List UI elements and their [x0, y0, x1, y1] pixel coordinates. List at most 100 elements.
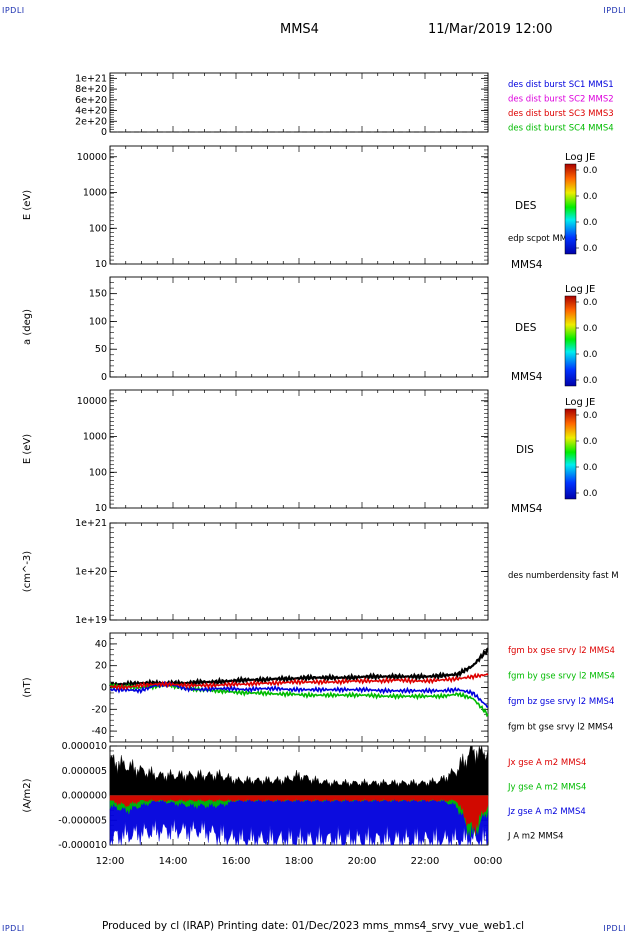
panel-density-ylabel: (cm^-3): [22, 551, 33, 592]
des-energy-colorbar-tick-label: 0.0: [583, 244, 598, 254]
panel-des-dist-burst-ytick-label: 4e+20: [75, 106, 107, 117]
panel-fgm-series-line: [109, 680, 489, 709]
panel-des-pitch-ytick-label: 0: [101, 372, 107, 383]
panel-des-energy-ytick-label: 100: [89, 223, 107, 234]
panel-des-pitch-ylabel: a (deg): [22, 309, 33, 345]
des-energy-colorbar-tick-label: 0.0: [583, 166, 598, 176]
panel-des-dist-burst-ytick-label: 8e+20: [75, 84, 107, 95]
des-pitch-colorbar-title: Log JE: [565, 284, 595, 295]
panel-current-xtick-label: 22:00: [411, 856, 440, 867]
panel-current-xtick-label: 16:00: [222, 856, 251, 867]
panel-des-energy-frame: [109, 145, 489, 265]
panel-des-dist-burst-legend-entry: des dist burst SC3 MMS3: [508, 109, 614, 119]
panel-des-energy-overlay-label: edp scpot MMS4: [508, 234, 578, 244]
panel-current-ytick-label: 0.000005: [62, 766, 107, 777]
panel-current-legend-entry: Jz gse A m2 MMS4: [507, 807, 586, 817]
panel-fgm-series-line: [110, 672, 489, 691]
panel-current-xtick-label: 00:00: [474, 856, 503, 867]
panel-fgm-legend-entry: fgm bz gse srvy l2 MMS4: [508, 697, 614, 707]
des-pitch-colorbar-tick-label: 0.0: [583, 298, 598, 308]
dis-energy-colorbar-tick-label: 0.0: [583, 463, 598, 473]
panel-fgm-ytick-label: 20: [95, 661, 107, 672]
panel-current-ytick-label: -0.000005: [58, 815, 107, 826]
panel-des-energy-bottom-label: MMS4: [511, 259, 543, 271]
panel-des-pitch-side-label: DES: [515, 322, 537, 334]
panel-current-ytick-label: 0.000010: [62, 741, 107, 752]
panel-density-ytick-label: 1e+20: [75, 567, 107, 578]
panel-dis-energy-ylabel: E (eV): [22, 434, 33, 464]
panel-fgm-ylabel: (nT): [22, 677, 33, 697]
des-energy-colorbar-title: Log JE: [565, 152, 595, 163]
panel-current-legend-entry: J A m2 MMS4: [507, 832, 564, 842]
panel-des-dist-burst-legend-entry: des dist burst SC2 MMS2: [508, 95, 614, 105]
panel-fgm-ytick-label: -40: [91, 726, 107, 737]
dis-energy-colorbar-title: Log JE: [565, 397, 595, 408]
corner-label-top-right: IPDLI: [603, 6, 626, 15]
panel-fgm-legend-entry: fgm bt gse srvy l2 MMS4: [508, 723, 613, 733]
panel-des-pitch-frame: [109, 276, 489, 378]
panel-current-legend-entry: Jx gse A m2 MMS4: [507, 758, 586, 768]
panel-current-series-area: [109, 745, 489, 796]
panel-current-ytick-label: 0.000000: [62, 791, 107, 802]
panel-des-energy-ytick-label: 1000: [83, 188, 107, 199]
panel-des-dist-burst-ytick-label: 0: [101, 127, 107, 138]
panel-dis-energy-ytick-label: 10: [95, 503, 107, 514]
panel-fgm-series-line: [109, 682, 489, 718]
des-pitch-colorbar-tick-label: 0.0: [583, 376, 598, 386]
panel-density-ytick-label: 1e+21: [75, 518, 107, 529]
panel-fgm-legend-entry: fgm bx gse srvy l2 MMS4: [508, 646, 615, 656]
panel-current-xtick-label: 20:00: [348, 856, 377, 867]
spacecraft-title: MMS4: [280, 22, 319, 37]
dis-energy-colorbar-tick-label: 0.0: [583, 411, 598, 421]
dis-energy-colorbar-tick-label: 0.0: [583, 489, 598, 499]
corner-label-bottom-left: IPDLI: [2, 924, 25, 933]
panel-dis-energy-side-label: DIS: [516, 444, 534, 456]
panel-des-pitch-ytick-label: 150: [89, 289, 107, 300]
panel-dis-energy-ytick-label: 10000: [77, 396, 107, 407]
panel-des-energy-side-label: DES: [515, 200, 537, 212]
des-energy-colorbar-tick-label: 0.0: [583, 192, 598, 202]
des-energy-colorbar-tick-label: 0.0: [583, 218, 598, 228]
panel-fgm-legend-entry: fgm by gse srvy l2 MMS4: [508, 672, 615, 682]
panel-des-dist-burst-legend-entry: des dist burst SC4 MMS4: [508, 124, 614, 134]
panel-dis-energy-ytick-label: 1000: [83, 432, 107, 443]
panel-des-dist-burst-ytick-label: 2e+20: [75, 116, 107, 127]
panel-des-pitch-ytick-label: 100: [89, 316, 107, 327]
dis-energy-colorbar-tick-label: 0.0: [583, 437, 598, 447]
corner-label-top-left: IPDLI: [2, 6, 25, 15]
panel-current-xtick-label: 18:00: [285, 856, 314, 867]
panel-dis-energy-frame: [109, 389, 489, 509]
panel-des-energy-ytick-label: 10000: [77, 152, 107, 163]
date-title: 11/Mar/2019 12:00: [428, 22, 553, 37]
panel-des-dist-burst-legend-entry: des dist burst SC1 MMS1: [508, 80, 614, 90]
panel-current-xtick-label: 14:00: [159, 856, 188, 867]
dis-energy-colorbar: [564, 408, 577, 500]
panel-des-energy-ylabel: E (eV): [22, 190, 33, 220]
panel-dis-energy-bottom-label: MMS4: [511, 503, 543, 515]
des-pitch-colorbar: [564, 295, 577, 387]
panel-current-ytick-label: -0.000010: [58, 840, 107, 851]
panel-current-legend-entry: Jy gse A m2 MMS4: [507, 783, 586, 793]
panel-current-series-area: [109, 795, 489, 835]
des-energy-colorbar: [564, 163, 577, 255]
corner-label-bottom-right: IPDLI: [603, 924, 626, 933]
footer-credit: Produced by cl (IRAP) Printing date: 01/…: [102, 920, 525, 932]
panel-density-ytick-label: 1e+19: [75, 615, 107, 626]
panel-current-xtick-label: 12:00: [96, 856, 125, 867]
panel-dis-energy-ytick-label: 100: [89, 467, 107, 478]
panel-des-dist-burst-ytick-label: 6e+20: [75, 95, 107, 106]
panel-des-dist-burst-ytick-label: 1e+21: [75, 73, 107, 84]
panel-density-legend-entry: des numberdensity fast M: [508, 571, 619, 581]
panel-des-dist-burst-frame: [109, 72, 489, 133]
des-pitch-colorbar-tick-label: 0.0: [583, 350, 598, 360]
panel-current-series-area: [109, 795, 489, 846]
panel-des-pitch-ytick-label: 50: [95, 344, 107, 355]
panel-fgm-ytick-label: 40: [95, 639, 107, 650]
des-pitch-colorbar-tick-label: 0.0: [583, 324, 598, 334]
panel-des-pitch-bottom-label: MMS4: [511, 371, 543, 383]
panel-fgm-ytick-label: -20: [91, 704, 107, 715]
panel-fgm-ytick-label: 0: [101, 683, 107, 694]
panel-density-frame: [109, 522, 489, 621]
panel-des-energy-ytick-label: 10: [95, 259, 107, 270]
